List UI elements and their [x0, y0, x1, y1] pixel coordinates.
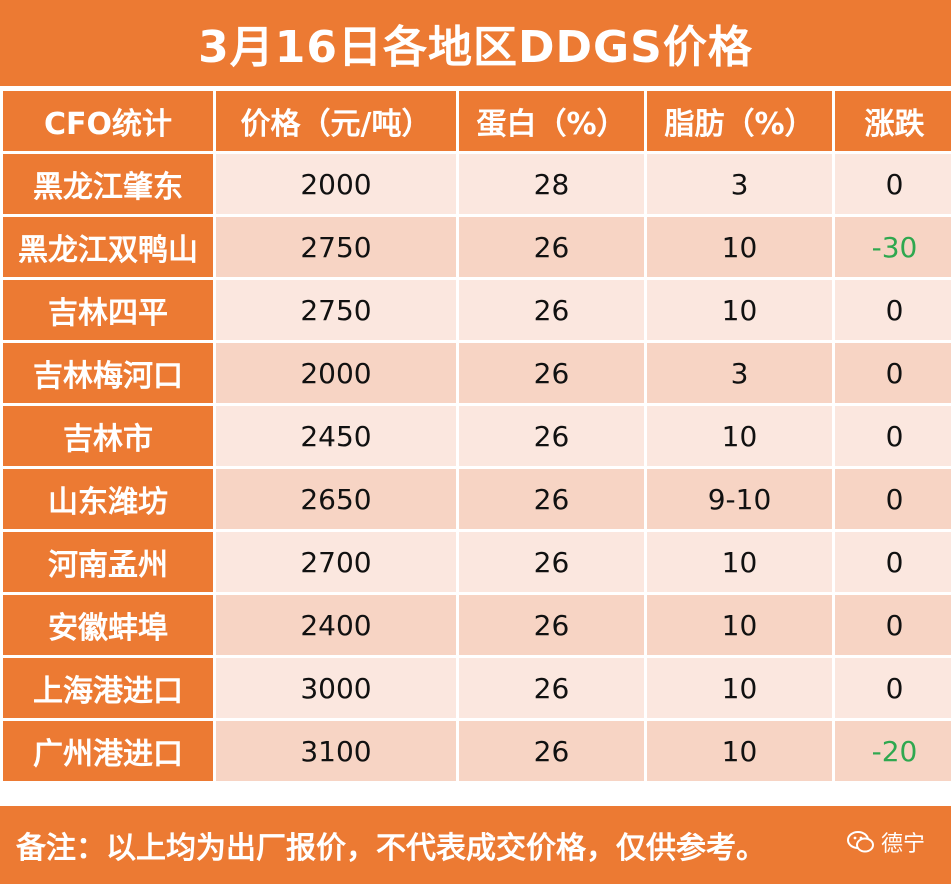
fat-cell: 3: [647, 154, 832, 214]
header-cfo-stat: CFO统计: [3, 91, 213, 151]
table-row: 广州港进口 3100 26 10 -20: [3, 721, 951, 781]
region-cell: 黑龙江双鸭山: [3, 217, 213, 277]
table-row: 上海港进口 3000 26 10 0: [3, 658, 951, 718]
protein-cell: 26: [459, 721, 644, 781]
protein-cell: 26: [459, 217, 644, 277]
change-cell: 0: [835, 343, 951, 403]
price-cell: 2000: [216, 343, 456, 403]
fat-cell: 10: [647, 721, 832, 781]
region-cell: 吉林市: [3, 406, 213, 466]
table-header-row: CFO统计 价格（元/吨） 蛋白（%） 脂肪（%） 涨跌: [3, 91, 951, 151]
table-row: 黑龙江双鸭山 2750 26 10 -30: [3, 217, 951, 277]
price-cell: 2400: [216, 595, 456, 655]
change-cell: 0: [835, 658, 951, 718]
region-cell: 黑龙江肇东: [3, 154, 213, 214]
fat-cell: 10: [647, 217, 832, 277]
region-cell: 河南孟州: [3, 532, 213, 592]
fat-cell: 10: [647, 280, 832, 340]
header-price: 价格（元/吨）: [216, 91, 456, 151]
fat-cell: 10: [647, 658, 832, 718]
brand-watermark: 德宁: [846, 826, 925, 858]
table-row: 吉林四平 2750 26 10 0: [3, 280, 951, 340]
fat-cell: 10: [647, 595, 832, 655]
table-row: 安徽蚌埠 2400 26 10 0: [3, 595, 951, 655]
price-cell: 3000: [216, 658, 456, 718]
change-cell: -20: [835, 721, 951, 781]
table-row: 吉林市 2450 26 10 0: [3, 406, 951, 466]
table-row: 吉林梅河口 2000 26 3 0: [3, 343, 951, 403]
table-row: 河南孟州 2700 26 10 0: [3, 532, 951, 592]
change-cell: 0: [835, 469, 951, 529]
footer-note: 备注：以上均为出厂报价，不代表成交价格，仅供参考。: [0, 806, 951, 884]
fat-cell: 3: [647, 343, 832, 403]
header-change: 涨跌: [835, 91, 951, 151]
region-cell: 安徽蚌埠: [3, 595, 213, 655]
price-cell: 2000: [216, 154, 456, 214]
price-cell: 3100: [216, 721, 456, 781]
price-cell: 2750: [216, 280, 456, 340]
header-fat: 脂肪（%）: [647, 91, 832, 151]
protein-cell: 26: [459, 532, 644, 592]
protein-cell: 26: [459, 406, 644, 466]
price-cell: 2650: [216, 469, 456, 529]
fat-cell: 10: [647, 406, 832, 466]
brand-name: 德宁: [880, 832, 925, 857]
protein-cell: 26: [459, 469, 644, 529]
ddgs-price-table: CFO统计 价格（元/吨） 蛋白（%） 脂肪（%） 涨跌 黑龙江肇东 2000 28…: [0, 88, 951, 784]
change-cell: 0: [835, 595, 951, 655]
change-cell: 0: [835, 532, 951, 592]
protein-cell: 26: [459, 658, 644, 718]
protein-cell: 26: [459, 595, 644, 655]
region-cell: 吉林四平: [3, 280, 213, 340]
region-cell: 广州港进口: [3, 721, 213, 781]
wechat-icon: [846, 831, 874, 853]
page-title: 3月16日各地区DDGS价格: [0, 0, 951, 86]
price-cell: 2700: [216, 532, 456, 592]
protein-cell: 28: [459, 154, 644, 214]
region-cell: 上海港进口: [3, 658, 213, 718]
price-cell: 2750: [216, 217, 456, 277]
table-row: 黑龙江肇东 2000 28 3 0: [3, 154, 951, 214]
fat-cell: 9-10: [647, 469, 832, 529]
change-cell: 0: [835, 154, 951, 214]
price-cell: 2450: [216, 406, 456, 466]
header-protein: 蛋白（%）: [459, 91, 644, 151]
table-row: 山东潍坊 2650 26 9-10 0: [3, 469, 951, 529]
change-cell: 0: [835, 406, 951, 466]
change-cell: -30: [835, 217, 951, 277]
protein-cell: 26: [459, 343, 644, 403]
region-cell: 山东潍坊: [3, 469, 213, 529]
change-cell: 0: [835, 280, 951, 340]
region-cell: 吉林梅河口: [3, 343, 213, 403]
protein-cell: 26: [459, 280, 644, 340]
fat-cell: 10: [647, 532, 832, 592]
